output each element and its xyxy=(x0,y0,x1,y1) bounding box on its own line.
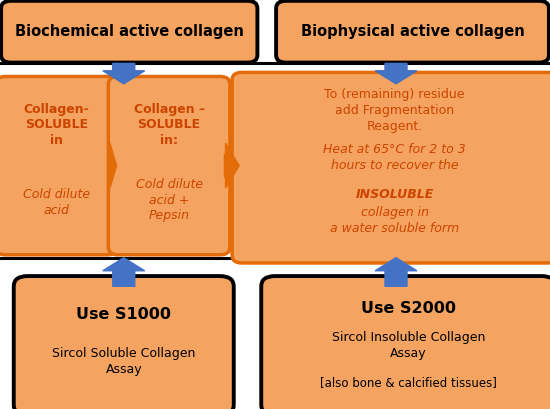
Polygon shape xyxy=(103,258,145,286)
Text: Heat at 65°C for 2 to 3
hours to recover the: Heat at 65°C for 2 to 3 hours to recover… xyxy=(323,143,466,172)
Text: Sircol Soluble Collagen
Assay: Sircol Soluble Collagen Assay xyxy=(52,348,195,376)
FancyBboxPatch shape xyxy=(108,76,230,255)
FancyBboxPatch shape xyxy=(1,1,257,63)
Text: Use S1000: Use S1000 xyxy=(76,308,171,322)
Polygon shape xyxy=(224,143,239,188)
Polygon shape xyxy=(375,258,417,286)
FancyBboxPatch shape xyxy=(0,76,117,255)
FancyBboxPatch shape xyxy=(14,276,234,409)
Text: Collagen-
SOLUBLE
in: Collagen- SOLUBLE in xyxy=(24,103,89,147)
Text: [also bone & calcified tissues]: [also bone & calcified tissues] xyxy=(320,376,497,389)
Text: Biophysical active collagen: Biophysical active collagen xyxy=(301,24,524,39)
Text: Collagen –
SOLUBLE
in:: Collagen – SOLUBLE in: xyxy=(134,103,205,147)
Text: Sircol Insoluble Collagen
Assay: Sircol Insoluble Collagen Assay xyxy=(332,331,485,360)
Text: To (remaining) residue
add Fragmentation
Reagent.: To (remaining) residue add Fragmentation… xyxy=(324,88,465,133)
Text: collagen in
a water soluble form: collagen in a water soluble form xyxy=(330,207,459,235)
FancyBboxPatch shape xyxy=(261,276,550,409)
FancyBboxPatch shape xyxy=(232,72,550,263)
Text: INSOLUBLE: INSOLUBLE xyxy=(355,188,434,201)
Text: Cold dilute
acid: Cold dilute acid xyxy=(23,188,90,217)
FancyBboxPatch shape xyxy=(276,1,549,63)
Text: Biochemical active collagen: Biochemical active collagen xyxy=(15,24,244,39)
Polygon shape xyxy=(375,63,417,84)
Polygon shape xyxy=(103,63,145,84)
Polygon shape xyxy=(109,143,117,188)
Text: Use S2000: Use S2000 xyxy=(361,301,456,316)
Text: Cold dilute
acid +
Pepsin: Cold dilute acid + Pepsin xyxy=(135,178,203,222)
